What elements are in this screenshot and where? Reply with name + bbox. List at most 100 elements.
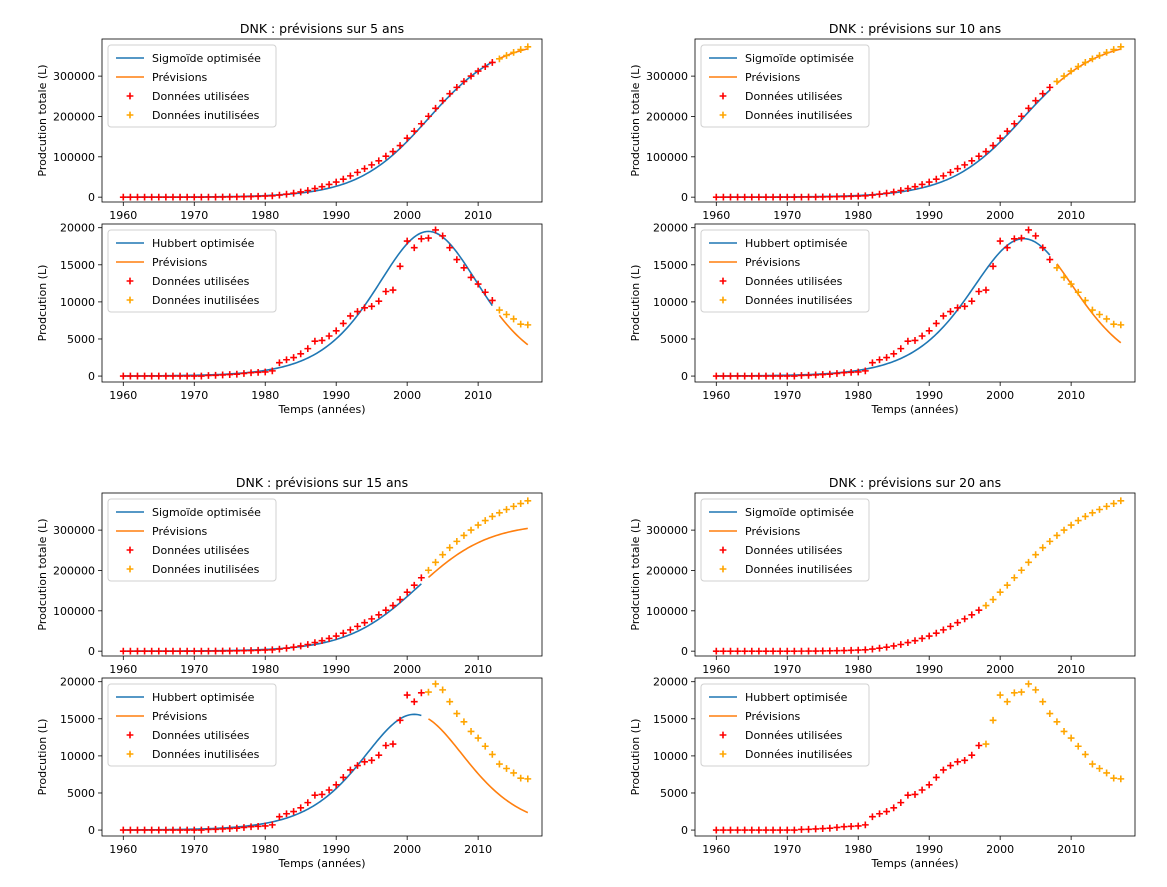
- used-data-point: [155, 647, 163, 655]
- unused-data-point: [1053, 264, 1061, 272]
- used-data-point: [134, 826, 141, 834]
- used-data-point: [861, 646, 869, 654]
- used-data-point: [176, 372, 184, 380]
- used-data-point: [304, 641, 312, 648]
- used-data-point: [283, 644, 290, 652]
- y-axis-label: Prodcution (L): [36, 719, 49, 796]
- used-data-point: [375, 611, 383, 619]
- used-data-point: [812, 193, 820, 201]
- used-data-point: [417, 120, 425, 128]
- used-data-point: [769, 826, 777, 834]
- used-data-point: [719, 372, 727, 380]
- legend-used-marker: [126, 277, 134, 285]
- x-tick-label: 1970: [773, 209, 801, 222]
- used-data-point: [488, 59, 496, 66]
- legend-entry: Prévisions: [152, 71, 208, 84]
- x-axis-label: Temps (années): [870, 403, 958, 416]
- used-data-point: [368, 615, 376, 623]
- x-tick-label: 2000: [986, 389, 1014, 402]
- legend-entry: Données inutilisées: [745, 748, 853, 761]
- used-data-point: [126, 826, 134, 834]
- used-data-point: [425, 112, 432, 120]
- legend-entry: Prévisions: [745, 256, 801, 269]
- unused-data-point: [989, 716, 997, 724]
- used-data-point: [883, 354, 891, 361]
- used-data-point: [134, 193, 141, 201]
- used-data-point: [790, 826, 798, 834]
- used-data-point: [339, 629, 347, 637]
- used-data-point: [883, 643, 891, 651]
- used-data-point: [439, 97, 447, 105]
- y-tick-label: 100000: [646, 151, 688, 164]
- y-tick-label: 300000: [646, 70, 688, 83]
- used-data-point: [854, 822, 862, 830]
- used-data-point: [190, 193, 198, 201]
- used-data-point: [840, 823, 848, 831]
- used-data-point: [826, 370, 834, 378]
- used-data-point: [890, 350, 898, 358]
- unused-data-point: [1025, 680, 1032, 688]
- used-data-point: [989, 262, 997, 270]
- unused-data-point: [1067, 521, 1075, 529]
- used-data-point: [261, 822, 269, 830]
- x-tick-label: 2010: [1057, 843, 1085, 856]
- used-data-point: [876, 810, 883, 818]
- used-data-point: [1039, 244, 1047, 252]
- used-data-point: [410, 244, 418, 252]
- used-data-point: [876, 356, 883, 364]
- used-data-point: [869, 191, 876, 199]
- used-data-point: [783, 372, 791, 380]
- used-data-point: [947, 168, 954, 176]
- y-tick-label: 10000: [653, 296, 688, 309]
- y-tick-label: 0: [88, 191, 95, 204]
- axes-frame: [101, 223, 543, 383]
- used-data-point: [141, 193, 148, 201]
- used-data-point: [254, 646, 262, 654]
- forecast-curve: [498, 314, 529, 346]
- legend-entry: Données inutilisées: [152, 748, 260, 761]
- legend-entry: Données utilisées: [745, 90, 843, 103]
- x-tick-label: 1990: [322, 209, 350, 222]
- used-data-point: [481, 63, 489, 70]
- used-data-point: [932, 319, 940, 327]
- used-data-point: [396, 716, 404, 724]
- used-data-point: [883, 808, 891, 815]
- used-data-point: [183, 647, 191, 655]
- y-tick-label: 300000: [646, 524, 688, 537]
- used-data-point: [890, 188, 898, 196]
- used-data-point: [939, 312, 947, 320]
- used-data-point: [812, 825, 820, 833]
- x-tick-label: 2010: [1057, 209, 1085, 222]
- chart-title: DNK : prévisions sur 20 ans: [829, 475, 1001, 490]
- used-data-point: [1018, 112, 1025, 120]
- unused-data-point: [1103, 769, 1111, 777]
- legend-entry: Hubbert optimisée: [152, 691, 255, 704]
- legend-entry: Données utilisées: [745, 275, 843, 288]
- used-data-point: [727, 826, 734, 834]
- unused-data-point: [510, 769, 518, 777]
- unused-data-point: [439, 686, 447, 694]
- used-data-point: [776, 372, 784, 380]
- legend-entry: Données inutilisées: [745, 294, 853, 307]
- used-data-point: [932, 773, 940, 781]
- y-tick-label: 20000: [60, 676, 95, 689]
- used-data-point: [727, 372, 734, 380]
- used-data-point: [268, 192, 276, 200]
- used-data-point: [212, 193, 219, 201]
- used-data-point: [219, 193, 227, 201]
- used-data-point: [403, 588, 411, 596]
- used-data-point: [169, 826, 177, 834]
- used-data-point: [361, 758, 368, 766]
- unused-data-point: [517, 774, 525, 782]
- y-tick-label: 15000: [60, 713, 95, 726]
- legend-used-marker: [719, 277, 727, 285]
- legend: Sigmoïde optimisée Prévisions Données util…: [700, 498, 870, 582]
- legend: Hubbert optimisée Prévisions Données utili…: [700, 229, 870, 313]
- used-data-point: [247, 369, 255, 377]
- used-data-point: [911, 337, 919, 344]
- used-data-point: [798, 826, 805, 833]
- used-data-point: [890, 804, 898, 812]
- used-data-point: [261, 646, 269, 654]
- unused-data-point: [1081, 513, 1089, 520]
